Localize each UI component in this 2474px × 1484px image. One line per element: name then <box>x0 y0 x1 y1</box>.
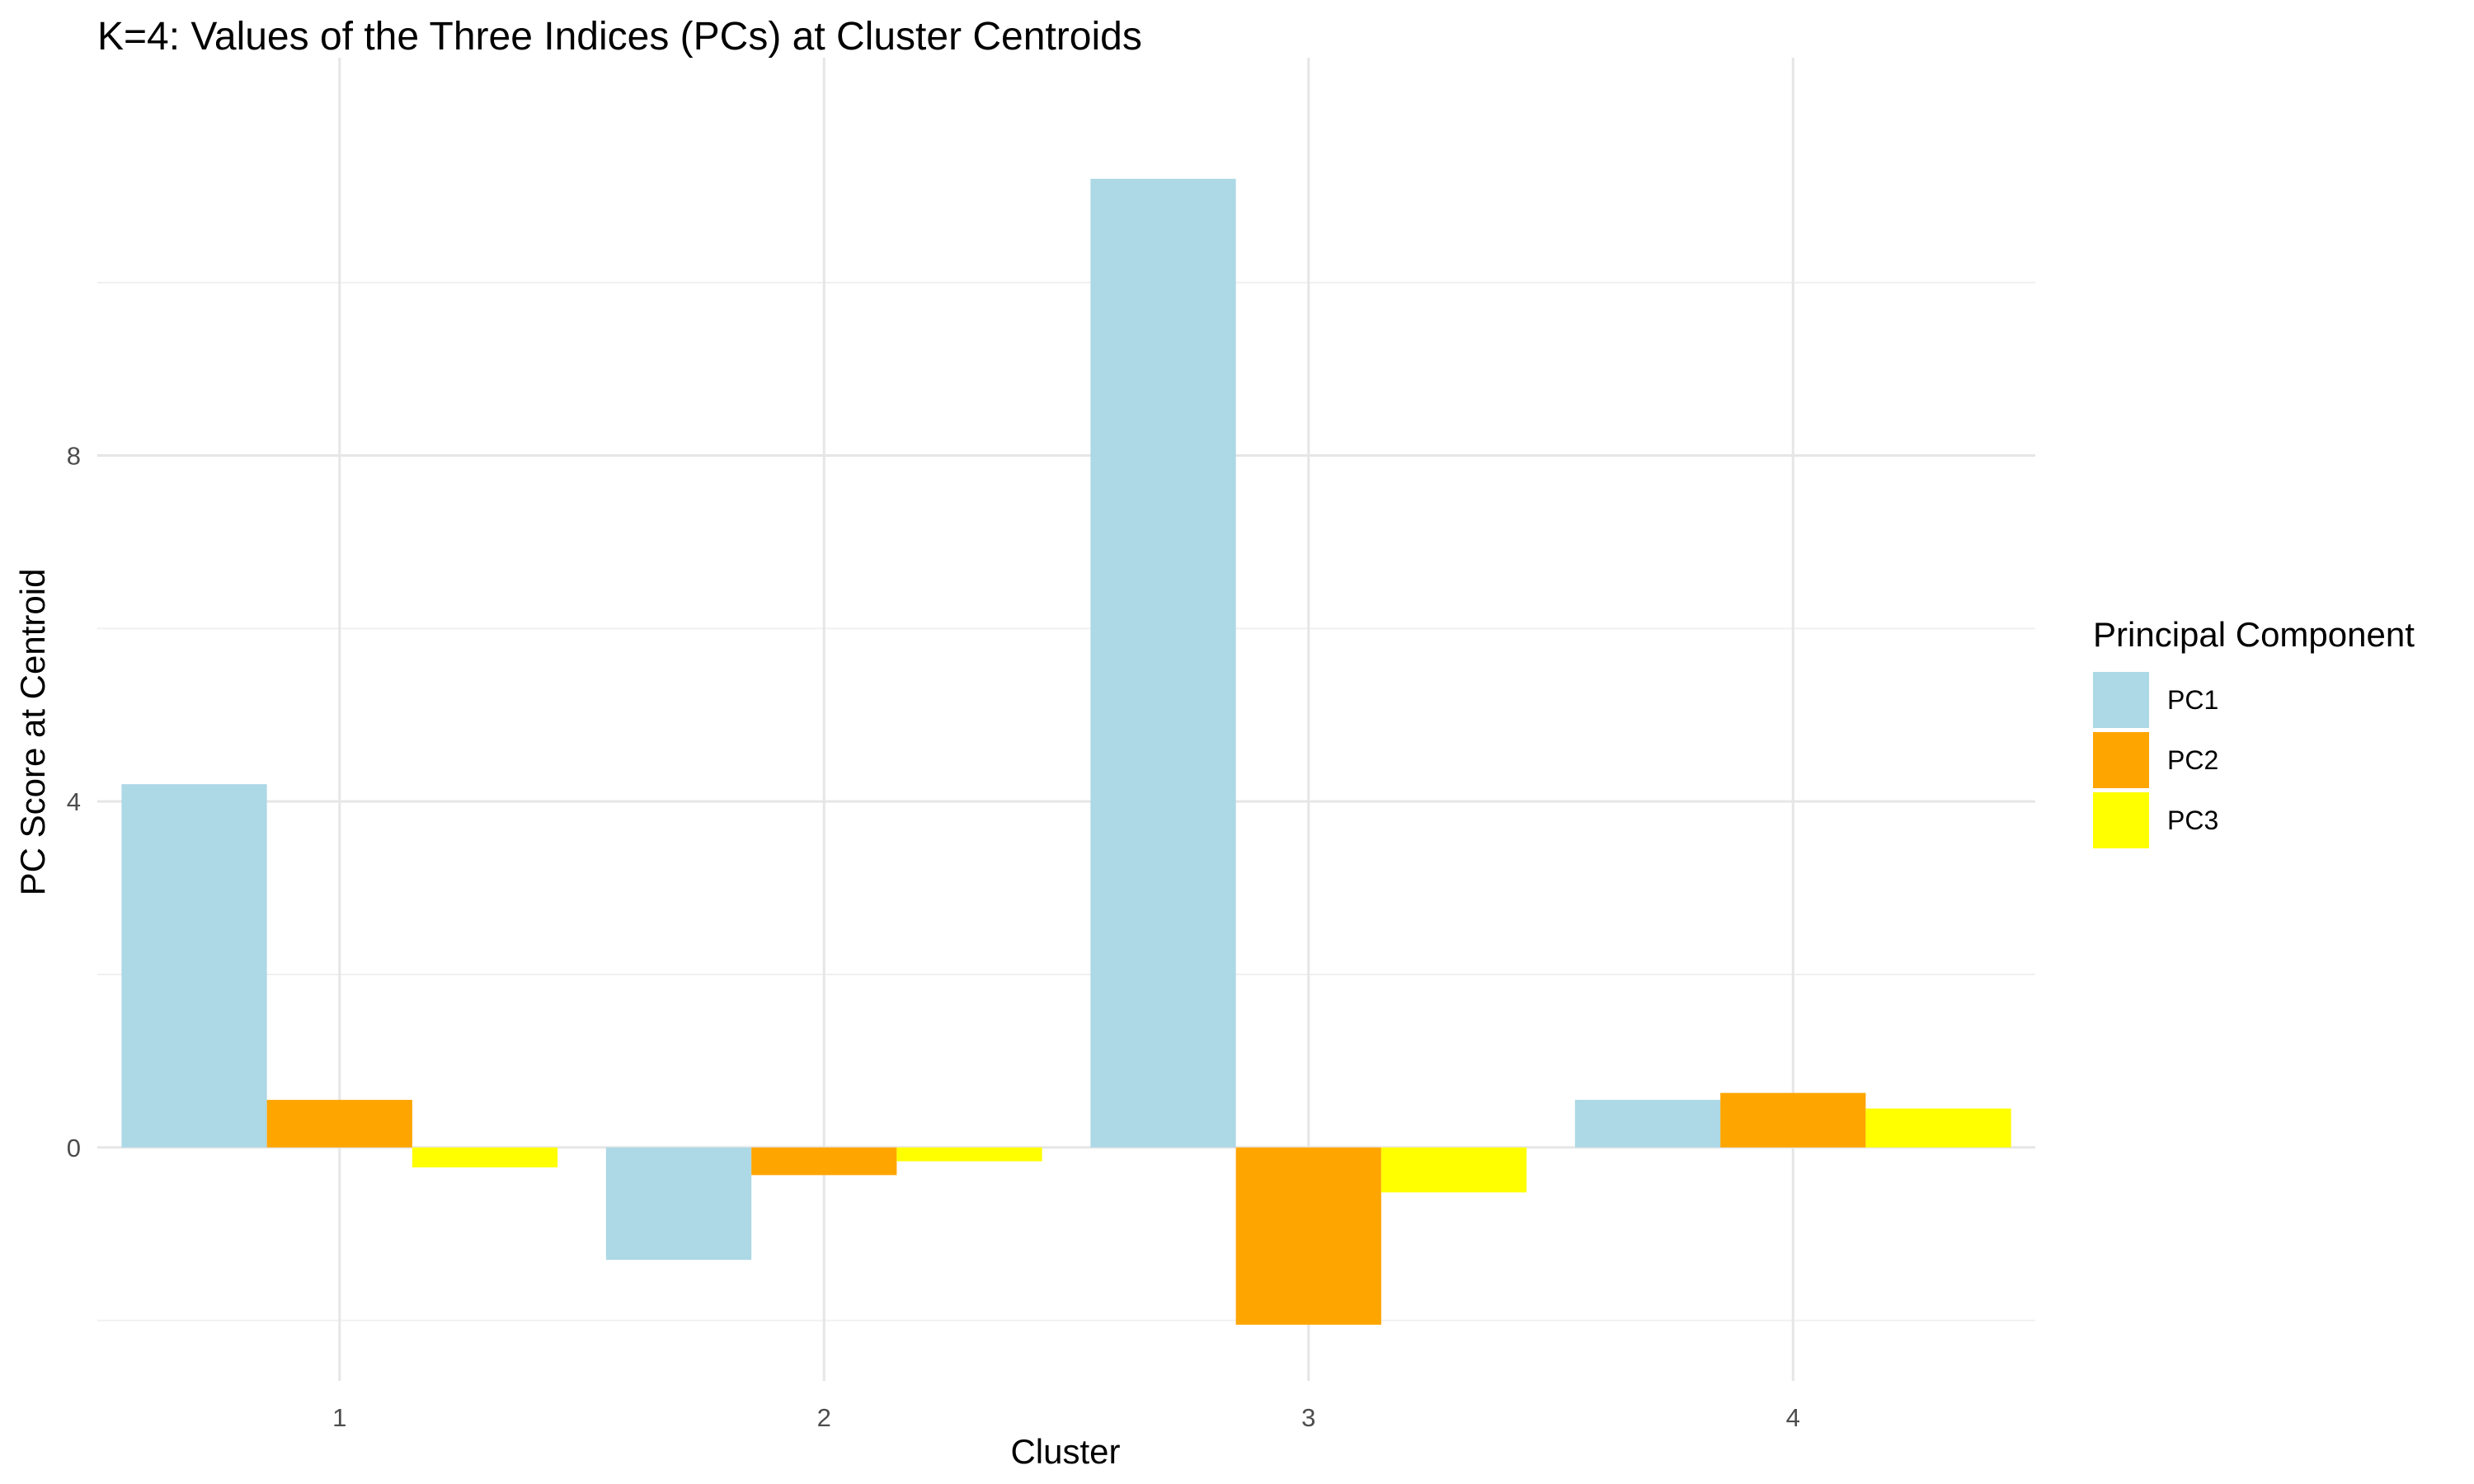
bar-pc2-cluster-2 <box>751 1147 897 1176</box>
y-tick-label: 4 <box>67 787 81 816</box>
bar-pc2-cluster-3 <box>1235 1147 1381 1325</box>
bar-pc1-cluster-4 <box>1574 1100 1721 1148</box>
legend-key-pc3 <box>2093 792 2149 848</box>
chart-title: K=4: Values of the Three Indices (PCs) a… <box>97 15 1142 59</box>
legend: Principal Component PC1 PC2 PC3 <box>2093 615 2415 848</box>
legend-items: PC1 PC2 PC3 <box>2093 672 2218 848</box>
y-axis-title: PC Score at Centroid <box>13 569 52 896</box>
legend-title: Principal Component <box>2093 615 2415 654</box>
y-tick-label: 0 <box>67 1134 81 1162</box>
x-tick-label: 1 <box>332 1403 346 1432</box>
bar-pc2-cluster-4 <box>1720 1092 1866 1148</box>
x-tick-label: 2 <box>817 1403 831 1432</box>
bar-pc3-cluster-4 <box>1865 1108 2011 1148</box>
legend-key-pc2 <box>2093 732 2149 788</box>
bars-layer <box>121 178 2011 1325</box>
bar-pc1-cluster-3 <box>1090 178 1236 1148</box>
x-axis-title: Cluster <box>1010 1432 1120 1471</box>
legend-label-pc1: PC1 <box>2167 685 2218 715</box>
legend-key-pc1 <box>2093 672 2149 728</box>
bar-pc1-cluster-2 <box>605 1147 752 1261</box>
bar-pc3-cluster-2 <box>896 1147 1042 1162</box>
legend-label-pc3: PC3 <box>2167 805 2218 835</box>
bar-pc3-cluster-3 <box>1380 1147 1527 1193</box>
x-tick-label: 3 <box>1301 1403 1315 1432</box>
x-tick-label: 4 <box>1786 1403 1800 1432</box>
y-tick-label: 8 <box>67 442 81 471</box>
bar-pc1-cluster-1 <box>121 784 267 1148</box>
grid-layer <box>97 58 2035 1381</box>
bar-pc2-cluster-1 <box>266 1100 412 1148</box>
bar-pc3-cluster-1 <box>412 1147 558 1167</box>
legend-label-pc2: PC2 <box>2167 745 2218 775</box>
